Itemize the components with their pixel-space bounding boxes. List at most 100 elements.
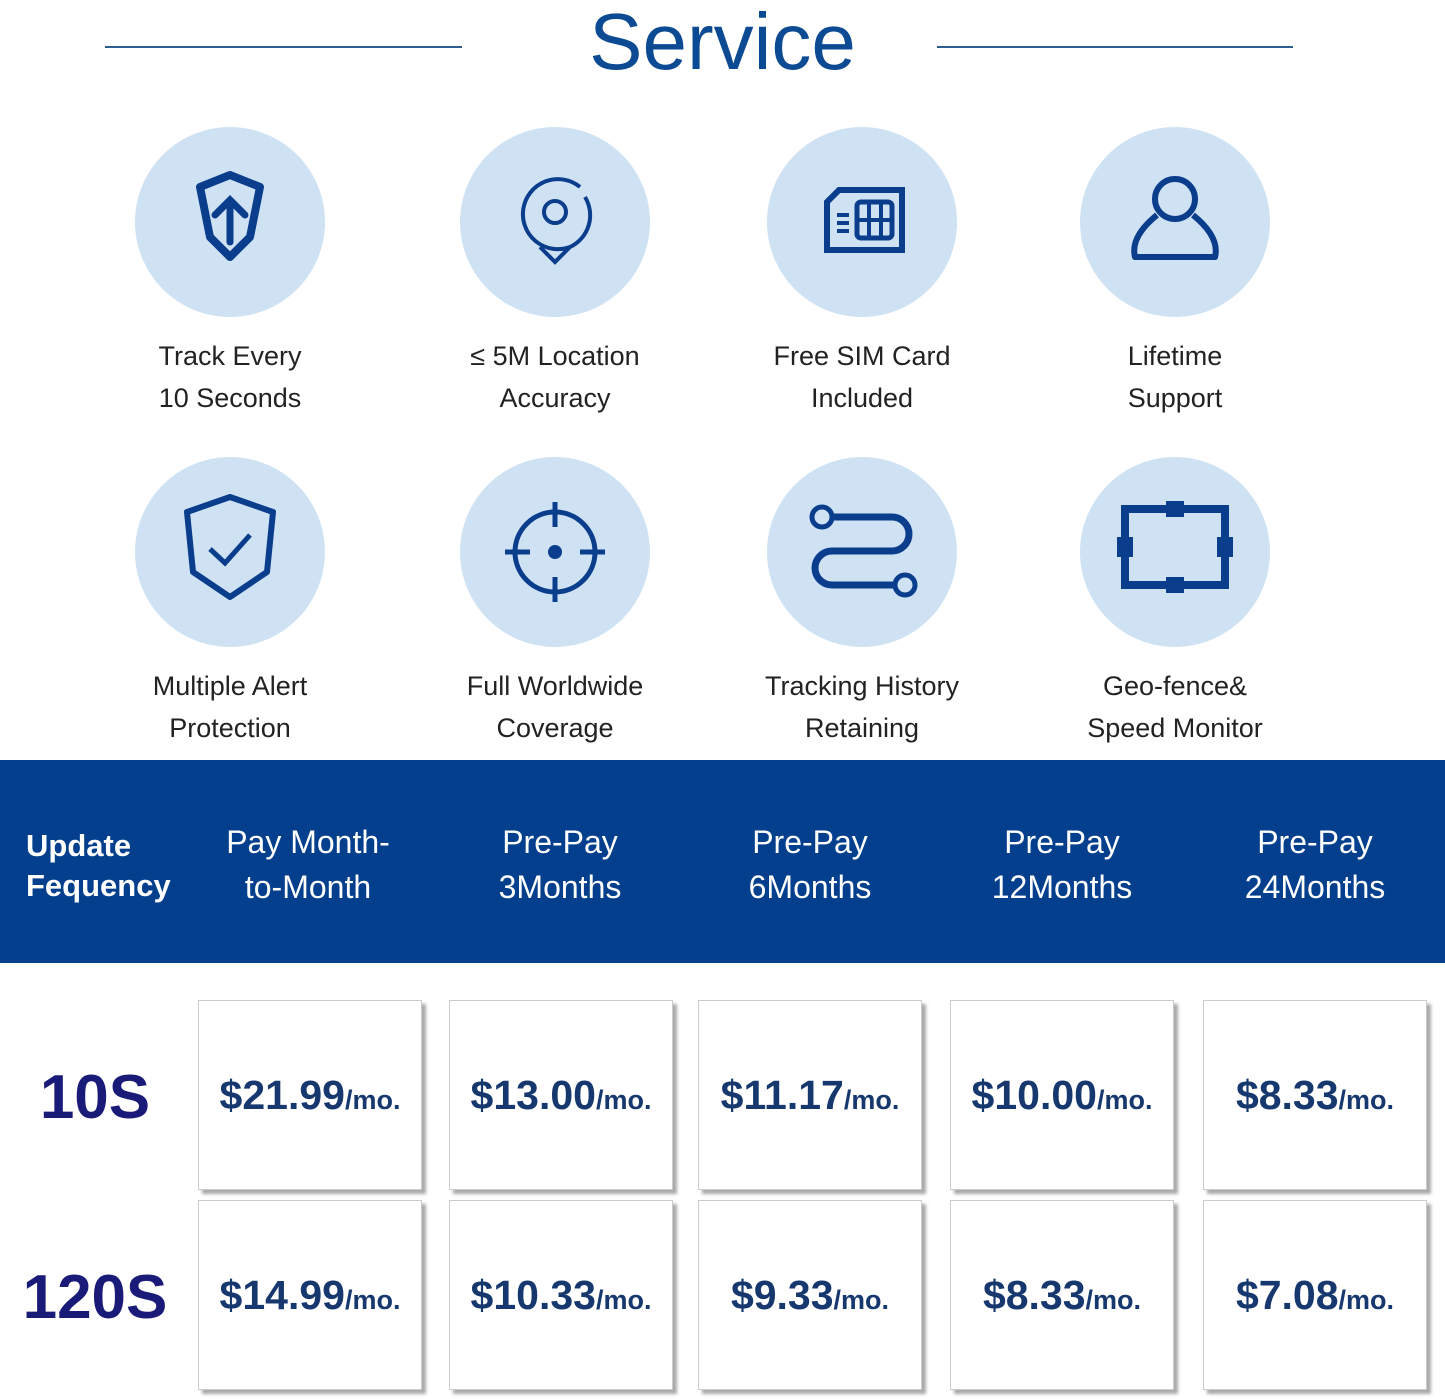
pricing-header: Update Fequency Pay Month-to-Month Pre-Pay… bbox=[0, 760, 1445, 963]
feature-icon-circle bbox=[1080, 457, 1270, 647]
plan-header-line: 12Months bbox=[991, 869, 1133, 905]
feature-label: Multiple Alert Protection bbox=[80, 665, 380, 749]
price-value: $13.00 bbox=[470, 1071, 596, 1118]
feature-label: Full Worldwide Coverage bbox=[405, 665, 705, 749]
feature-icon-circle bbox=[767, 457, 957, 647]
feature-item: Lifetime Support bbox=[1025, 127, 1325, 419]
crosshair-icon bbox=[505, 502, 605, 602]
feature-label-line: Tracking History bbox=[764, 671, 960, 701]
sim-card-icon bbox=[824, 187, 905, 253]
feature-label: Track Every 10 Seconds bbox=[80, 335, 380, 419]
plan-header-line: 3Months bbox=[498, 869, 622, 905]
price-unit: /mo. bbox=[1096, 1084, 1153, 1115]
plan-header-line: Pre-Pay bbox=[502, 824, 618, 860]
price-unit: /mo. bbox=[1085, 1284, 1142, 1315]
price-cell: $13.00/mo. bbox=[449, 1000, 673, 1190]
price-value: $14.99 bbox=[219, 1271, 345, 1318]
update-frequency-header: Update Fequency bbox=[26, 826, 196, 906]
feature-label-line: Included bbox=[810, 383, 914, 413]
update-frequency-label: 10S bbox=[39, 1063, 151, 1132]
price-value: $10.00 bbox=[971, 1071, 1097, 1118]
route-icon bbox=[809, 504, 918, 598]
feature-label-line: Multiple Alert bbox=[152, 671, 308, 701]
price-cell: $8.33/mo. bbox=[950, 1200, 1174, 1390]
shield-arrow-up-icon bbox=[196, 171, 264, 261]
feature-item: Full Worldwide Coverage bbox=[405, 457, 705, 749]
plan-header-line: to-Month bbox=[244, 869, 372, 905]
header-line: Update bbox=[26, 828, 132, 863]
feature-icon-circle bbox=[135, 457, 325, 647]
feature-icon-circle bbox=[1080, 127, 1270, 317]
plan-header: Pre-Pay 12Months bbox=[942, 820, 1182, 910]
price-unit: /mo. bbox=[843, 1084, 900, 1115]
feature-label-line: Coverage bbox=[496, 713, 614, 743]
price-value: $9.33 bbox=[730, 1271, 834, 1318]
title-divider-left bbox=[105, 46, 462, 48]
plan-header-line: 6Months bbox=[748, 869, 872, 905]
price-cell: $10.33/mo. bbox=[449, 1200, 673, 1390]
plan-header: Pre-Pay 6Months bbox=[690, 820, 930, 910]
feature-label-line: Track Every bbox=[158, 341, 302, 371]
price-unit: /mo. bbox=[344, 1284, 401, 1315]
plan-header-line: Pre-Pay bbox=[1004, 824, 1120, 860]
feature-icon-circle bbox=[460, 457, 650, 647]
plan-header: Pay Month-to-Month bbox=[188, 820, 428, 910]
price-value: $10.33 bbox=[470, 1271, 596, 1318]
feature-label: Free SIM Card Included bbox=[712, 335, 1012, 419]
feature-label-line: Protection bbox=[169, 713, 291, 743]
update-frequency-label: 120S bbox=[22, 1263, 168, 1332]
feature-label-line: Retaining bbox=[804, 713, 920, 743]
feature-label-line: Free SIM Card bbox=[773, 341, 951, 371]
geofence-icon bbox=[1117, 501, 1233, 593]
feature-item: Geo-fence& Speed Monitor bbox=[1025, 457, 1325, 749]
price-cell: $10.00/mo. bbox=[950, 1000, 1174, 1190]
feature-label: ≤ 5M Location Accuracy bbox=[405, 335, 705, 419]
feature-item: ≤ 5M Location Accuracy bbox=[405, 127, 705, 419]
price-unit: /mo. bbox=[1338, 1284, 1395, 1315]
plan-header: Pre-Pay 24Months bbox=[1195, 820, 1435, 910]
header-line: Fequency bbox=[26, 868, 171, 903]
user-icon bbox=[1131, 176, 1219, 260]
feature-item: Free SIM Card Included bbox=[712, 127, 1012, 419]
price-cell: $7.08/mo. bbox=[1203, 1200, 1427, 1390]
price-cell: $8.33/mo. bbox=[1203, 1000, 1427, 1190]
price-value: $8.33 bbox=[1235, 1071, 1339, 1118]
feature-label: Geo-fence& Speed Monitor bbox=[1025, 665, 1325, 749]
price-value: $11.17 bbox=[720, 1071, 844, 1118]
feature-label-line: Speed Monitor bbox=[1087, 713, 1263, 743]
feature-item: Track Every 10 Seconds bbox=[80, 127, 380, 419]
plan-header-line: Pre-Pay bbox=[1257, 824, 1373, 860]
price-value: $21.99 bbox=[219, 1071, 345, 1118]
price-cell: $21.99/mo. bbox=[198, 1000, 422, 1190]
plan-header-line: 24Months bbox=[1244, 869, 1386, 905]
feature-label-line: Geo-fence& bbox=[1102, 671, 1248, 701]
plan-header-line: Pre-Pay bbox=[752, 824, 868, 860]
feature-label-line: Full Worldwide bbox=[466, 671, 644, 701]
feature-label-line: Lifetime bbox=[1127, 341, 1223, 371]
feature-icon-circle bbox=[460, 127, 650, 317]
title-divider-right bbox=[937, 46, 1293, 48]
price-unit: /mo. bbox=[833, 1284, 890, 1315]
price-unit: /mo. bbox=[595, 1284, 652, 1315]
feature-label-line: ≤ 5M Location bbox=[470, 341, 640, 371]
price-cell: $14.99/mo. bbox=[198, 1200, 422, 1390]
feature-label: Lifetime Support bbox=[1025, 335, 1325, 419]
price-unit: /mo. bbox=[595, 1084, 652, 1115]
price-unit: /mo. bbox=[1338, 1084, 1395, 1115]
feature-item: Tracking History Retaining bbox=[712, 457, 1012, 749]
price-value: $7.08 bbox=[1235, 1271, 1339, 1318]
feature-item: Multiple Alert Protection bbox=[80, 457, 380, 749]
price-value: $8.33 bbox=[982, 1271, 1086, 1318]
feature-label-line: Support bbox=[1127, 383, 1223, 413]
plan-header: Pre-Pay 3Months bbox=[440, 820, 680, 910]
feature-label: Tracking History Retaining bbox=[712, 665, 1012, 749]
feature-icon-circle bbox=[135, 127, 325, 317]
shield-check-icon bbox=[184, 494, 276, 600]
page-title: Service bbox=[589, 0, 856, 86]
plan-header-line: Pay Month- bbox=[226, 824, 390, 860]
feature-label-line: 10 Seconds bbox=[158, 383, 302, 413]
feature-icon-circle bbox=[767, 127, 957, 317]
price-unit: /mo. bbox=[344, 1084, 401, 1115]
price-cell: $9.33/mo. bbox=[698, 1200, 922, 1390]
price-cell: $11.17/mo. bbox=[698, 1000, 922, 1190]
